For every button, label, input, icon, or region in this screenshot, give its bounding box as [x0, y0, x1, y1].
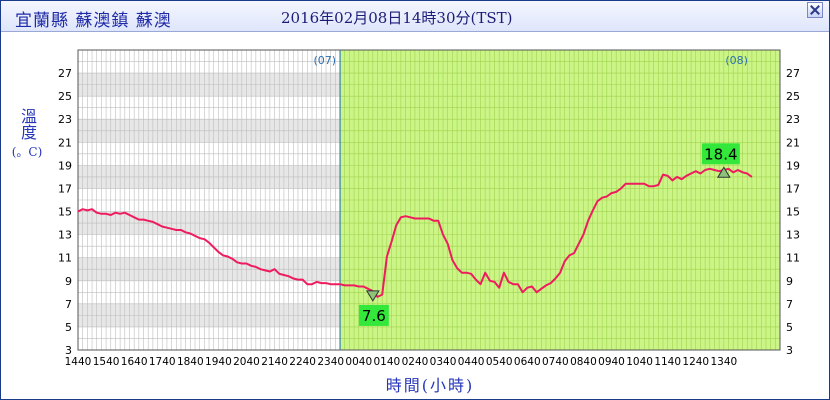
x-tick-label: 1440	[65, 356, 92, 368]
y-tick-label-left: 15	[58, 206, 72, 219]
y-tick-label-right: 9	[786, 275, 793, 288]
temperature-series-line	[77, 167, 753, 298]
x-tick-label: 0440	[458, 356, 485, 368]
x-tick-label: 0140	[374, 356, 401, 368]
title-bar: 宜蘭縣 蘇澳鎮 蘇澳 2016年02月08日14時30分(TST)	[1, 1, 829, 32]
y-tick-label-left: 25	[58, 90, 72, 103]
y-tick-label-right: 19	[786, 159, 800, 172]
y-tick-label-right: 7	[786, 298, 793, 311]
y-tick-label-left: 19	[58, 159, 72, 172]
y-tick-label-right: 21	[786, 136, 800, 149]
x-tick-label: 0340	[430, 356, 457, 368]
day-marker-label: (07)	[313, 54, 336, 67]
y-tick-label-left: 21	[58, 136, 72, 149]
y-tick-label-right: 5	[786, 321, 793, 334]
x-tick-label: 1240	[682, 356, 709, 368]
x-tick-label: 1640	[121, 356, 148, 368]
y-tick-label-right: 15	[786, 206, 800, 219]
y-tick-label-right: 27	[786, 67, 800, 80]
y-tick-label-left: 27	[58, 67, 72, 80]
x-tick-label: 0940	[598, 356, 625, 368]
min-label-background	[358, 304, 389, 326]
y-tick-label-right: 3	[786, 344, 793, 357]
close-button[interactable]	[807, 2, 823, 18]
y-tick-label-left: 9	[65, 275, 72, 288]
x-tick-label: 2040	[233, 356, 260, 368]
y-axis-unit: (。C)	[11, 145, 43, 159]
x-tick-label: 1840	[177, 356, 204, 368]
y-tick-label-left: 23	[58, 113, 72, 126]
day-marker-label: (08)	[725, 54, 748, 67]
y-axis-label: 溫度 (。C)	[10, 108, 44, 164]
x-tick-label: 0240	[402, 356, 429, 368]
x-tick-label: 0840	[570, 356, 597, 368]
y-tick-label-left: 13	[58, 229, 72, 242]
y-tick-label-left: 7	[65, 298, 72, 311]
min-label: 7.6	[362, 307, 386, 325]
y-tick-label-right: 13	[786, 229, 800, 242]
y-tick-label-left: 3	[65, 344, 72, 357]
x-tick-label: 0640	[514, 356, 541, 368]
x-tick-label: 2240	[289, 356, 316, 368]
x-tick-label: 0040	[345, 356, 372, 368]
min-marker-icon	[365, 290, 380, 302]
x-tick-label: 1040	[626, 356, 653, 368]
y-tick-label-right: 17	[786, 182, 800, 195]
x-tick-label: 2340	[317, 356, 344, 368]
x-tick-label: 1140	[654, 356, 681, 368]
x-tick-label: 2140	[261, 356, 288, 368]
y-axis-label-text: 溫度	[18, 108, 37, 140]
x-tick-label: 1940	[205, 356, 232, 368]
x-tick-label: 1340	[710, 356, 737, 368]
max-label: 18.4	[704, 145, 737, 163]
observation-time: 2016年02月08日14時30分(TST)	[281, 9, 513, 27]
x-axis-label: 時間(小時)	[385, 376, 475, 395]
plot-border	[77, 49, 781, 351]
max-label-background	[701, 143, 740, 165]
max-marker-icon	[716, 166, 731, 178]
x-tick-label: 1540	[93, 356, 120, 368]
x-tick-label: 0740	[542, 356, 569, 368]
y-tick-label-left: 11	[58, 252, 72, 265]
y-tick-label-left: 17	[58, 182, 72, 195]
station-name: 宜蘭縣 蘇澳鎮 蘇澳	[15, 11, 172, 31]
y-tick-label-right: 25	[786, 90, 800, 103]
x-tick-label: 0540	[486, 356, 513, 368]
y-tick-label-right: 23	[786, 113, 800, 126]
y-tick-label-right: 11	[786, 252, 800, 265]
y-tick-label-left: 5	[65, 321, 72, 334]
x-tick-label: 1740	[149, 356, 176, 368]
